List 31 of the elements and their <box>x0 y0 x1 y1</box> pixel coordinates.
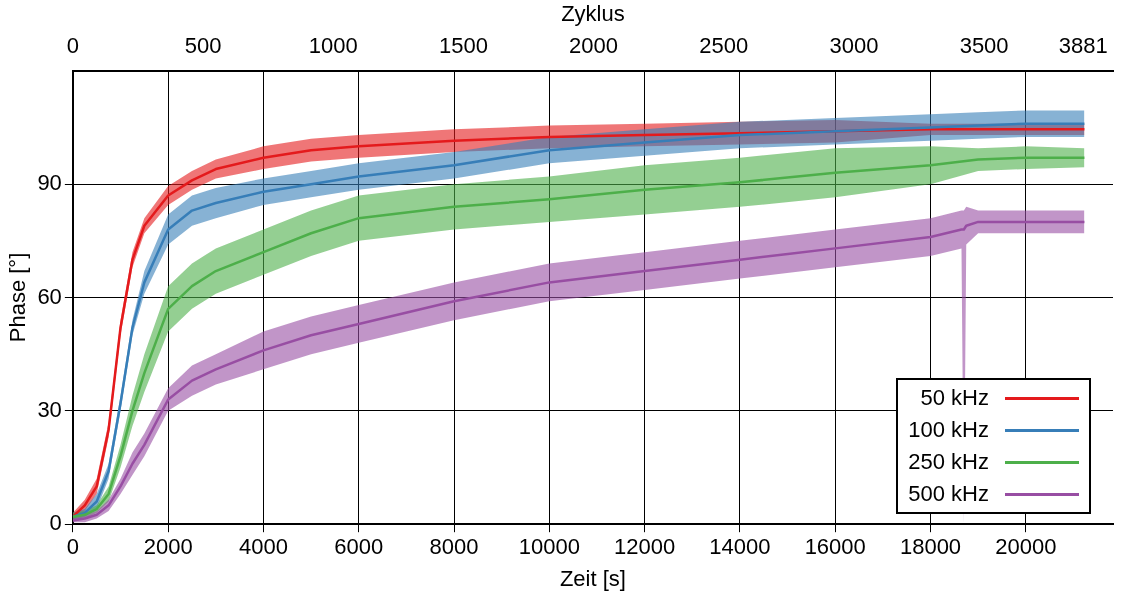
x-tick-label: 20000 <box>995 534 1057 560</box>
legend-label: 250 kHz <box>908 448 989 477</box>
legend-label: 50 kHz <box>920 384 989 413</box>
x2-tick-label: 1000 <box>308 32 358 58</box>
x-tick-label: 10000 <box>518 534 580 560</box>
x2-tick-label: 3000 <box>829 32 879 58</box>
x-tick-label: 14000 <box>709 534 771 560</box>
x-tick-label: 8000 <box>429 534 479 560</box>
y-tick-label: 90 <box>37 170 62 196</box>
legend-label: 500 kHz <box>908 480 989 509</box>
x-tick-label: 12000 <box>614 534 676 560</box>
x-tick-label: 18000 <box>899 534 962 560</box>
x-tick-label: 0 <box>66 534 79 560</box>
x2-tick-label: 3500 <box>959 32 1009 58</box>
x-tick-label: 16000 <box>804 534 866 560</box>
x-axis-title: Zeit [s] <box>559 565 626 591</box>
y-tick-label: 30 <box>37 396 62 422</box>
x2-tick-label: 2500 <box>699 32 749 58</box>
legend-label: 100 kHz <box>908 416 989 445</box>
x2-tick-label: 3881 <box>1058 32 1108 58</box>
y-tick-label: 0 <box>49 510 62 536</box>
x2-tick-label: 500 <box>184 32 222 58</box>
x2-tick-label: 1500 <box>438 32 488 58</box>
x2-axis-title: Zyklus <box>561 1 625 27</box>
x2-tick-label: 0 <box>66 32 79 58</box>
x-tick-label: 6000 <box>334 534 384 560</box>
y-tick-label: 60 <box>37 283 62 309</box>
y-axis-title: Phase [°] <box>5 252 31 343</box>
x-tick-label: 4000 <box>238 534 288 560</box>
x2-tick-label: 2000 <box>569 32 619 58</box>
x-tick-label: 2000 <box>143 534 193 560</box>
